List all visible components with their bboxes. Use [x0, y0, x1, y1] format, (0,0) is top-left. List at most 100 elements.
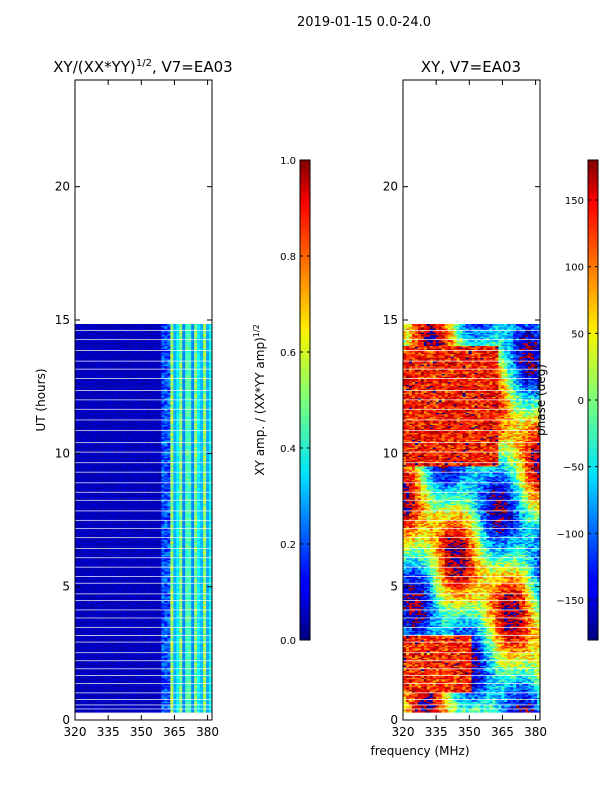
heatmap-cell: [137, 675, 142, 678]
heatmap-cell: [146, 546, 151, 549]
heatmap-cell: [98, 558, 103, 561]
heatmap-cell: [119, 564, 124, 567]
heatmap-cell: [104, 615, 109, 618]
heatmap-cell: [95, 647, 100, 650]
heatmap-cell: [164, 697, 168, 700]
heatmap-cell: [128, 567, 133, 570]
heatmap-cell: [131, 538, 136, 541]
heatmap-cell: [77, 709, 82, 712]
heatmap-cell: [158, 579, 162, 582]
heatmap-cell: [95, 681, 100, 684]
heatmap-cell: [119, 618, 124, 621]
heatmap-cell: [77, 588, 82, 591]
heatmap-cell: [182, 583, 186, 586]
heatmap-cell: [83, 591, 88, 594]
heatmap-cell: [182, 709, 186, 712]
heatmap-cell: [170, 546, 174, 549]
heatmap-cell: [119, 603, 124, 606]
heatmap-cell: [182, 623, 186, 626]
heatmap-cell: [191, 550, 195, 553]
heatmap-cell: [173, 662, 177, 665]
heatmap-cell: [209, 685, 212, 688]
heatmap-cell: [200, 571, 204, 574]
heatmap-cell: [155, 699, 159, 702]
heatmap-cell: [140, 643, 145, 646]
heatmap-cell: [143, 564, 148, 567]
heatmap-cell: [101, 630, 106, 633]
heatmap-cell: [101, 538, 106, 541]
heatmap-cell: [191, 546, 195, 549]
heatmap-cell: [170, 695, 174, 698]
heatmap-cell: [101, 665, 106, 668]
heatmap-cell: [89, 709, 94, 712]
heatmap-cell: [152, 649, 157, 652]
heatmap-cell: [170, 689, 174, 692]
heatmap-cell: [200, 610, 204, 613]
heatmap-cell: [75, 665, 79, 668]
heatmap-cell: [146, 630, 151, 633]
heatmap-cell: [206, 687, 210, 690]
heatmap-cell: [203, 658, 207, 661]
heatmap-cell: [89, 675, 94, 678]
heatmap-cell: [194, 568, 198, 571]
heatmap-cell: [182, 543, 186, 546]
heatmap-cell: [134, 548, 139, 551]
heatmap-cell: [75, 584, 79, 587]
heatmap-cell: [92, 570, 97, 573]
heatmap-cell: [134, 685, 139, 688]
heatmap-cell: [140, 623, 145, 626]
heatmap-cell: [179, 694, 183, 697]
heatmap-cell: [200, 679, 204, 682]
heatmap-cell: [179, 572, 183, 575]
heatmap-cell: [95, 615, 100, 618]
heatmap-cell: [158, 637, 162, 640]
heatmap-cell: [86, 591, 91, 594]
heatmap-cell: [176, 701, 180, 704]
heatmap-cell: [83, 551, 88, 554]
heatmap-cell: [173, 560, 177, 563]
heatmap-cell: [77, 631, 82, 634]
heatmap-cell: [155, 695, 159, 698]
heatmap-cell: [125, 544, 130, 547]
heatmap-cell: [98, 671, 103, 674]
heatmap-cell: [113, 552, 118, 555]
heatmap-cell: [146, 662, 151, 665]
heatmap-cell: [143, 631, 148, 634]
heatmap-cell: [116, 619, 121, 622]
heatmap-cell: [176, 542, 180, 545]
heatmap-cell: [149, 673, 154, 676]
heatmap-cell: [134, 710, 139, 713]
heatmap-cell: [77, 611, 82, 614]
heatmap-cell: [170, 631, 174, 634]
heatmap-cell: [75, 580, 79, 583]
heatmap-cell: [107, 647, 112, 650]
heatmap-cell: [89, 627, 94, 630]
heatmap-cell: [101, 591, 106, 594]
heatmap-cell: [113, 544, 118, 547]
heatmap-cell: [134, 595, 139, 598]
heatmap-cell: [194, 542, 198, 545]
heatmap-cell: [134, 653, 139, 656]
heatmap-cell: [164, 539, 168, 542]
heatmap-cell: [80, 690, 85, 693]
heatmap-cell: [203, 602, 207, 605]
heatmap-cell: [137, 710, 142, 713]
heatmap-cell: [122, 586, 127, 589]
heatmap-cell: [113, 658, 118, 661]
heatmap-cell: [173, 699, 177, 702]
heatmap-cell: [95, 678, 100, 681]
heatmap-cell: [101, 576, 106, 579]
heatmap-cell: [137, 568, 142, 571]
heatmap-cell: [197, 622, 201, 625]
heatmap-cell: [131, 681, 136, 684]
heatmap-cell: [164, 564, 168, 567]
heatmap-cell: [209, 622, 212, 625]
heatmap-cell: [161, 542, 165, 545]
heatmap-cell: [128, 618, 133, 621]
heatmap-cell: [125, 649, 130, 652]
heatmap-cell: [143, 706, 148, 709]
heatmap-cell: [185, 710, 189, 713]
heatmap-cell: [125, 658, 130, 661]
heatmap-cell: [188, 689, 192, 692]
heatmap-cell: [101, 621, 106, 623]
